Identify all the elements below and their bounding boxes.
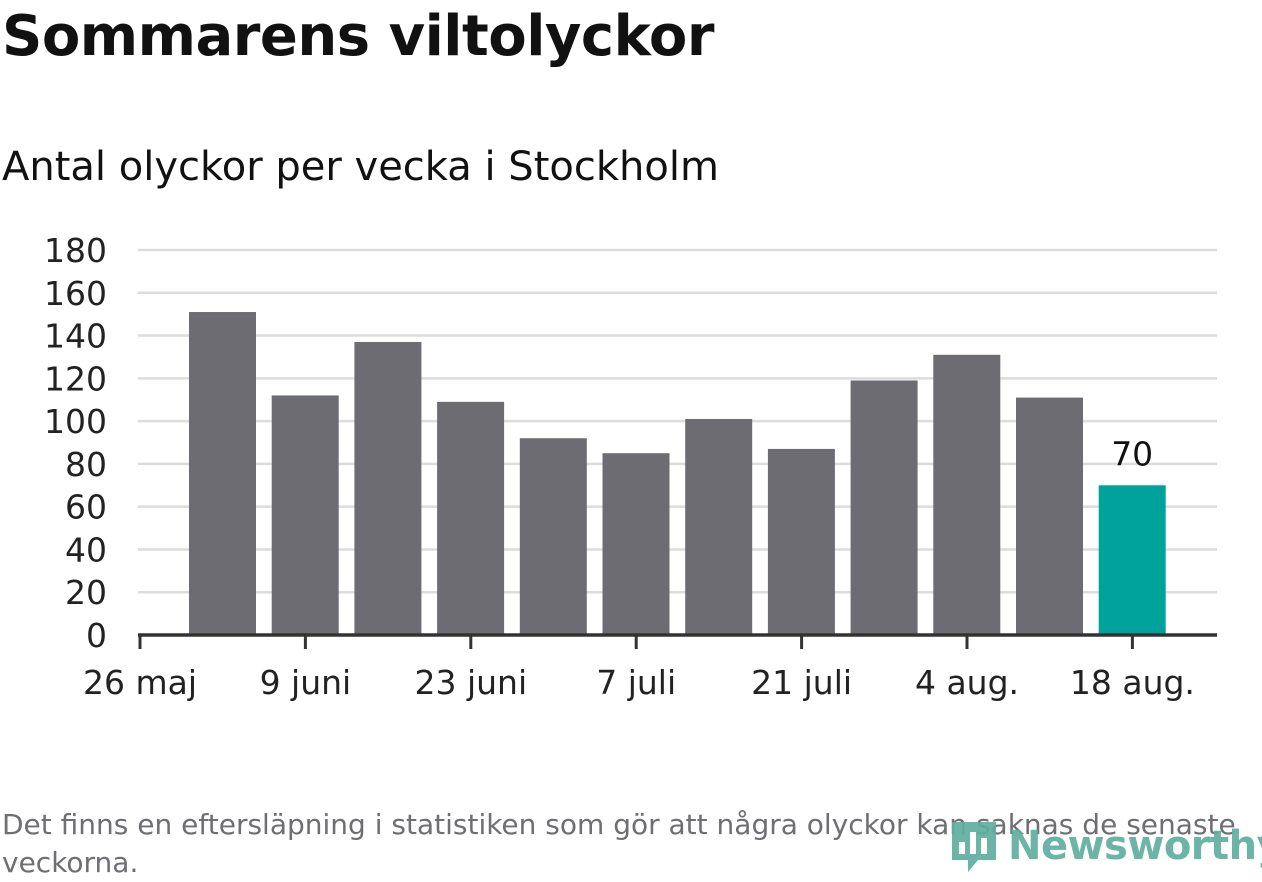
newsworthy-chart-icon [952, 822, 996, 872]
x-tick-label: 7 juli [596, 663, 676, 702]
data-label: 70 [1111, 434, 1153, 473]
bar [850, 380, 918, 635]
bar [602, 453, 670, 635]
y-tick-label: 60 [65, 488, 107, 527]
bar [933, 354, 1001, 635]
bar [1098, 485, 1166, 635]
x-tick-label: 21 juli [751, 663, 852, 702]
bar [1016, 397, 1083, 635]
bar [437, 401, 505, 635]
bar [354, 341, 422, 635]
chart-subtitle: Antal olyckor per vecka i Stockholm [2, 144, 719, 190]
y-tick-label: 80 [65, 445, 107, 484]
logo-text: Newsworthy [1008, 823, 1262, 869]
y-tick-label: 20 [65, 573, 107, 612]
y-tick-label: 100 [44, 402, 107, 441]
y-tick-label: 180 [44, 231, 107, 270]
y-tick-label: 0 [86, 616, 107, 655]
y-tick-label: 120 [44, 359, 107, 398]
x-tick-label: 9 juni [260, 663, 352, 702]
chart-title: Sommarens viltolyckor [2, 4, 714, 69]
bar [189, 312, 256, 635]
x-tick-label: 18 aug. [1070, 663, 1195, 702]
footnote: Det finns en eftersläpning i statistiken… [2, 808, 1236, 879]
x-tick-label: 23 juni [414, 663, 527, 702]
y-tick-label: 160 [44, 274, 107, 313]
y-tick-label: 40 [65, 530, 107, 569]
bar [767, 448, 835, 635]
x-tick-label: 26 maj [83, 663, 197, 702]
y-tick-label: 140 [44, 317, 107, 356]
bar [519, 438, 587, 635]
x-tick-label: 4 aug. [915, 663, 1019, 702]
newsworthy-logo: Newsworthy [948, 818, 1262, 874]
bar [271, 395, 339, 635]
bar [685, 418, 753, 635]
